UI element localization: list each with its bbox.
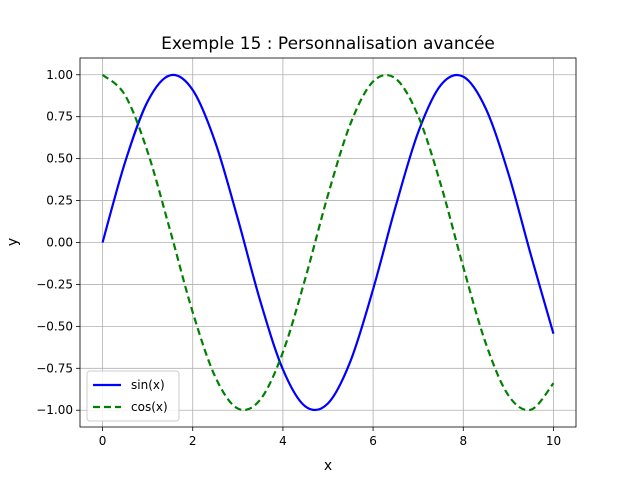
legend: sin(x) cos(x) [86,370,180,422]
x-tick-label: 4 [279,434,287,448]
y-tick-label: −0.25 [36,277,73,291]
y-tick-label: 0.50 [46,152,73,166]
legend-label: sin(x) [131,378,165,392]
y-tick-label: 0.00 [46,236,73,250]
legend-box [86,370,180,422]
x-tick-label: 2 [189,434,197,448]
chart-title: Exemple 15 : Personnalisation avancée [161,34,495,54]
plot-lines [101,73,555,412]
x-axis-label: x [324,458,332,474]
y-tick-label: −0.50 [36,319,73,333]
x-tick-label: 6 [369,434,377,448]
sinx-series-line [101,73,555,412]
x-tick-label: 8 [459,434,467,448]
y-tick-label: −1.00 [36,403,73,417]
x-tick-label: 0 [99,434,107,448]
y-tick-label: 0.75 [46,110,73,124]
grid [80,58,576,427]
axis-ticks: 0 2 4 6 8 10 −1.00 −0.75 −0.50 −0.25 0.00 0.25 0.50 0… [36,68,561,448]
y-tick-label: 1.00 [46,68,73,82]
y-axis-label: y [5,238,21,246]
y-tick-label: 0.25 [46,194,73,208]
y-tick-label: −0.75 [36,361,73,375]
legend-label: cos(x) [131,400,168,414]
x-tick-label: 10 [546,434,561,448]
